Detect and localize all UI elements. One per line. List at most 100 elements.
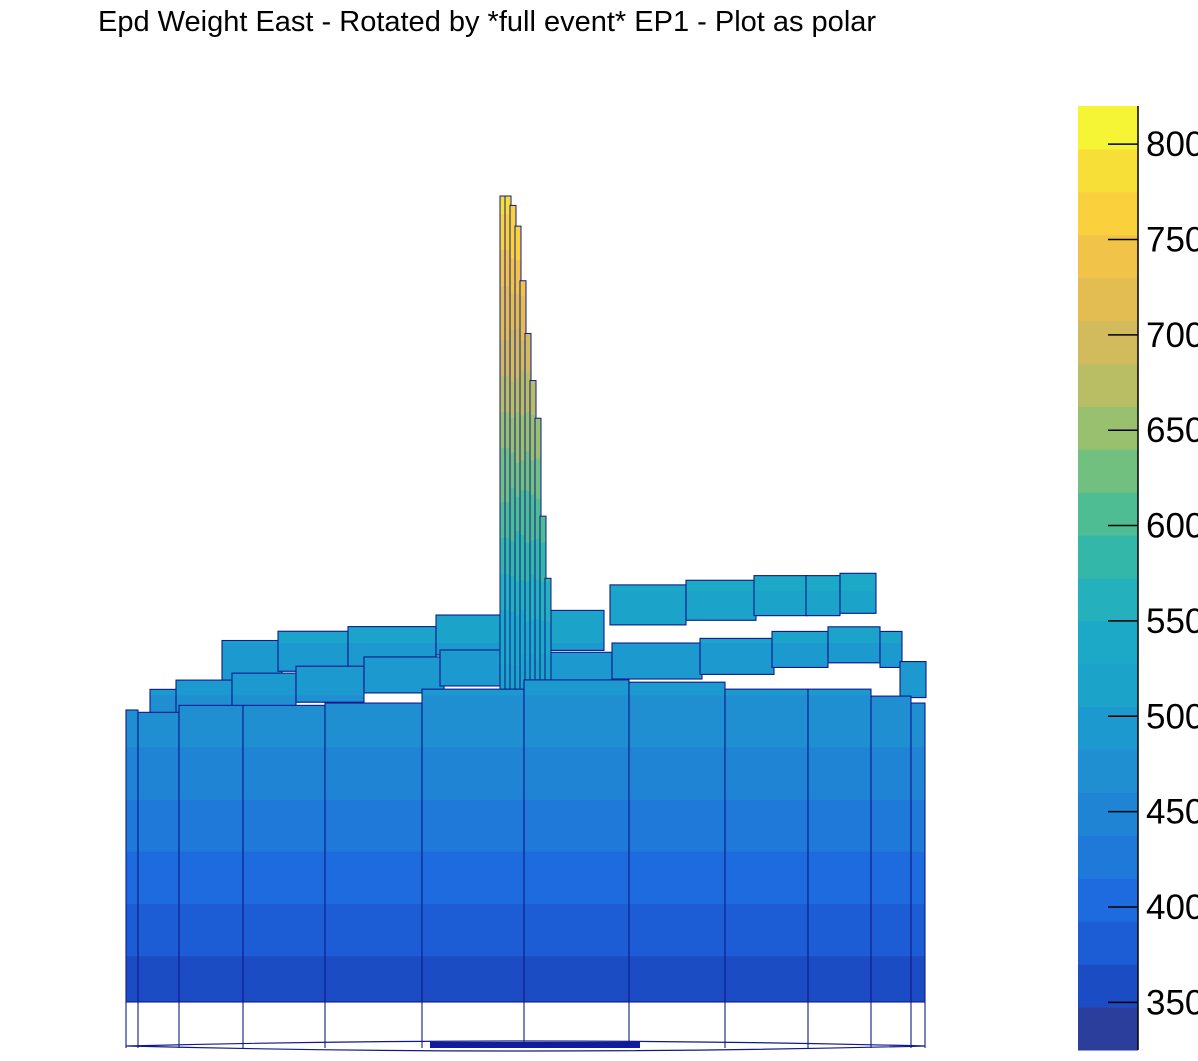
peak-bar-band bbox=[525, 477, 531, 492]
palette-box bbox=[1078, 578, 1138, 622]
peak-bar-band bbox=[520, 565, 526, 581]
peak-bar-band bbox=[500, 520, 506, 539]
palette-box bbox=[1078, 964, 1138, 1008]
peak-bar-band bbox=[520, 490, 526, 506]
peak-bar-band bbox=[545, 665, 551, 671]
peak-bar-band bbox=[530, 517, 536, 530]
peak-bar-band bbox=[530, 471, 536, 484]
peak-bar-band bbox=[505, 592, 511, 611]
peak-column-group bbox=[499, 195, 552, 701]
peak-bar-band bbox=[515, 564, 521, 583]
peak-bar-band bbox=[505, 502, 511, 521]
peak-bar-band bbox=[545, 578, 551, 584]
peak-bar-band bbox=[515, 327, 521, 346]
peak-bar-band bbox=[545, 613, 551, 618]
peak-bar-band bbox=[540, 581, 546, 589]
front-bar-band bbox=[126, 851, 138, 905]
mid-bar-band bbox=[150, 689, 180, 696]
peak-bar-band bbox=[525, 634, 531, 649]
peak-bar-band bbox=[500, 196, 506, 215]
peak-bar-band bbox=[530, 449, 536, 461]
peak-bar-band bbox=[540, 660, 546, 668]
palette-box bbox=[1078, 191, 1138, 236]
palette-box bbox=[1078, 234, 1138, 279]
front-bar-band bbox=[808, 799, 871, 852]
peak-bar-band bbox=[515, 598, 521, 616]
peak-bar-band bbox=[525, 582, 531, 596]
peak-bar-band bbox=[530, 506, 536, 518]
peak-bar-band bbox=[530, 426, 536, 439]
peak-bar-band bbox=[515, 293, 521, 312]
front-bar-band bbox=[808, 851, 871, 905]
peak-bar-band bbox=[510, 205, 516, 224]
front-bar-band bbox=[243, 705, 325, 748]
peak-bar-band bbox=[500, 664, 506, 683]
peak-bar-band bbox=[525, 516, 531, 531]
peak-bar-band bbox=[515, 446, 521, 464]
peak-bar-band bbox=[535, 508, 541, 520]
front-bar-band bbox=[179, 851, 243, 905]
peak-bar-band bbox=[535, 549, 541, 560]
peak-bar-band bbox=[540, 555, 546, 563]
front-bar-band bbox=[725, 799, 808, 852]
peak-bar-band bbox=[510, 523, 516, 542]
peak-bar-band bbox=[535, 569, 541, 580]
front-bar-band bbox=[871, 851, 911, 905]
back-bar-band bbox=[548, 642, 604, 651]
peak-bar-band bbox=[520, 355, 526, 372]
peak-bar-band bbox=[540, 535, 546, 543]
peak-bar-band bbox=[535, 528, 541, 540]
peak-bar-band bbox=[500, 448, 506, 467]
palette-box bbox=[1078, 277, 1138, 322]
peak-bar-band bbox=[500, 250, 506, 269]
peak-bar-band bbox=[545, 660, 551, 666]
palette-tick-label: 800 bbox=[1146, 125, 1198, 164]
front-bar-band bbox=[524, 747, 629, 800]
peak-bar-band bbox=[505, 376, 511, 395]
front-bar bbox=[910, 702, 926, 1003]
peak-bar-band bbox=[500, 268, 506, 287]
peak-bar-band bbox=[540, 575, 546, 583]
front-bar-band bbox=[138, 747, 179, 800]
base-ring bbox=[125, 1040, 926, 1052]
peak-bar-band bbox=[525, 438, 531, 452]
mid-bar-band bbox=[772, 642, 828, 668]
peak-bar-band bbox=[545, 582, 551, 588]
peak-bar-band bbox=[535, 458, 541, 470]
front-bar-band bbox=[725, 903, 808, 957]
peak-bar-band bbox=[510, 311, 516, 330]
palette-box bbox=[1078, 106, 1138, 150]
front-bar-band bbox=[138, 799, 179, 852]
front-bar-band bbox=[325, 903, 422, 957]
back-bar-band bbox=[806, 575, 840, 592]
mid-bar-band bbox=[828, 626, 880, 644]
front-bar-band bbox=[422, 955, 524, 1003]
back-bar-band bbox=[548, 610, 604, 644]
peak-bar-band bbox=[500, 592, 506, 611]
peak-bar-band bbox=[540, 654, 546, 662]
peak-bar-band bbox=[510, 276, 516, 295]
peak-bar-band bbox=[530, 631, 536, 644]
peak-bar-band bbox=[520, 445, 526, 461]
peak-bar-band bbox=[505, 610, 511, 629]
mid-bar-band bbox=[700, 638, 774, 644]
front-bar-band bbox=[871, 955, 911, 1003]
mid-bar-band bbox=[612, 643, 702, 680]
peak-bar-band bbox=[520, 655, 526, 671]
front-bar-band bbox=[243, 799, 325, 852]
peak-bar-band bbox=[510, 470, 516, 489]
peak-bar-band bbox=[515, 429, 521, 447]
base-floor bbox=[430, 1042, 640, 1048]
peak-bar-band bbox=[525, 346, 531, 361]
peak-bar-band bbox=[510, 629, 516, 648]
mid-bar-band bbox=[296, 666, 364, 696]
peak-bar-band bbox=[515, 479, 521, 498]
peak-bar-band bbox=[530, 620, 536, 633]
back-bar-band bbox=[222, 640, 282, 644]
front-bar-band bbox=[325, 703, 422, 748]
front-bar-band bbox=[179, 799, 243, 852]
front-bar-band bbox=[911, 799, 925, 852]
peak-bar-band bbox=[535, 478, 541, 490]
palette-box bbox=[1078, 406, 1138, 450]
peak-bar-band bbox=[530, 563, 536, 576]
